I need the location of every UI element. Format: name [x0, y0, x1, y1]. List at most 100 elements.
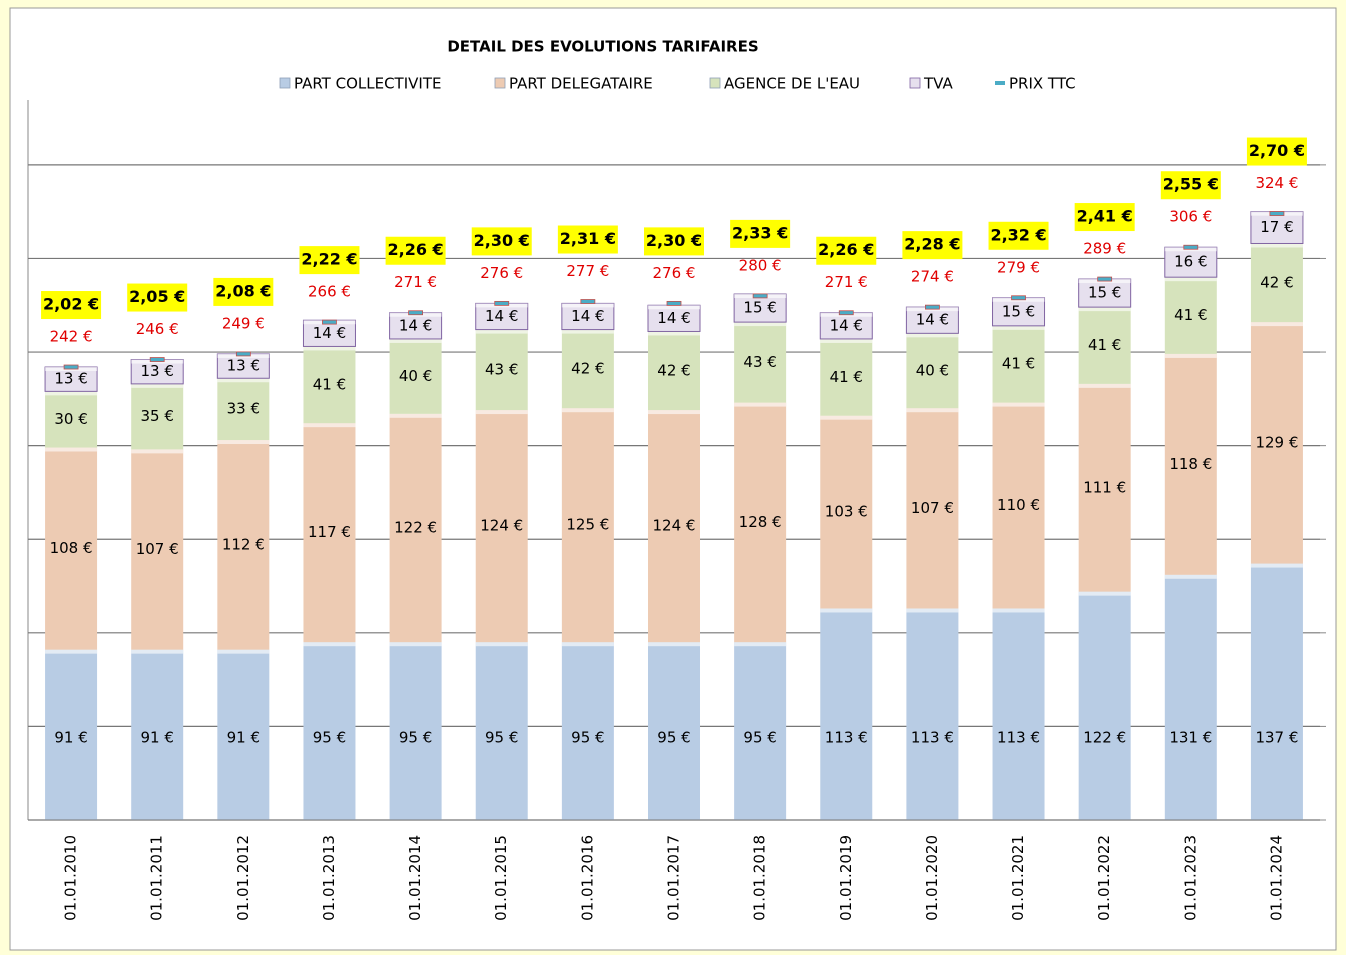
bar-segment [819, 312, 873, 340]
bar-segment [905, 306, 959, 334]
bar-highlight [1164, 353, 1217, 358]
bar-segment [561, 408, 614, 643]
price-label-bg [1160, 171, 1221, 200]
price-label: 2,30 € [474, 231, 530, 250]
price-label-bg [299, 246, 360, 275]
x-tick-label: 01.01.2016 [578, 835, 596, 921]
x-tick-label: 01.01.2021 [1009, 835, 1027, 921]
legend-swatch [909, 77, 921, 89]
bar-highlight [648, 410, 700, 415]
x-tick-label: 01.01.2012 [234, 835, 252, 921]
total-marker [322, 319, 337, 325]
bar-segment [217, 649, 270, 820]
legend-swatch [709, 77, 721, 89]
segment-label: 14 € [916, 311, 949, 329]
bar-segment [475, 329, 528, 411]
price-label-bg [988, 221, 1049, 250]
x-tick-label: 01.01.2011 [148, 835, 166, 921]
bar-highlight [906, 333, 959, 338]
price-label-bg [730, 219, 791, 248]
bar-highlight [303, 346, 356, 351]
segment-label: 30 € [54, 410, 87, 428]
segment-label: 91 € [140, 729, 173, 747]
bar-segment [561, 329, 614, 409]
bar-highlight [648, 331, 700, 336]
segment-label: 95 € [485, 729, 518, 747]
segment-label: 13 € [227, 357, 260, 375]
x-tick-label: 01.01.2013 [320, 835, 338, 921]
bar-highlight [45, 649, 98, 654]
bar-segment [1164, 574, 1217, 820]
bar-segment [561, 302, 615, 331]
price-label: 2,33 € [732, 223, 788, 242]
bar-segment [216, 353, 270, 379]
bar-segment [1078, 383, 1131, 592]
segment-label: 131 € [1169, 729, 1212, 747]
bar-segment [992, 325, 1045, 403]
bar-highlight [561, 303, 614, 308]
bar-highlight [475, 329, 528, 334]
price-label: 2,26 € [388, 240, 444, 259]
total-label: 266 € [308, 283, 351, 301]
total-marker [666, 300, 682, 306]
bar-highlight [1078, 383, 1131, 388]
bar-highlight [906, 408, 959, 413]
bar-highlight [561, 329, 614, 334]
segment-label: 103 € [825, 503, 868, 521]
segment-label: 35 € [140, 407, 173, 425]
bar-highlight [1164, 574, 1217, 579]
price-label-bg [644, 227, 704, 256]
price-label-bg [213, 277, 274, 306]
bar-segment [475, 410, 528, 643]
bar-segment [820, 415, 873, 609]
price-label-bg [1074, 203, 1135, 232]
bar-highlight [992, 402, 1045, 407]
bar-segment [389, 338, 442, 414]
price-label: 2,05 € [129, 287, 185, 306]
segment-label: 91 € [54, 729, 87, 747]
bar-highlight [131, 649, 184, 654]
price-label: 2,22 € [301, 250, 357, 269]
price-label: 2,02 € [43, 295, 99, 314]
bar-segment [992, 608, 1045, 820]
price-label-bg [41, 291, 102, 320]
x-tick-label: 01.01.2017 [665, 835, 683, 921]
segment-label: 40 € [399, 367, 432, 385]
total-label: 277 € [566, 262, 609, 280]
bar-highlight [217, 440, 270, 445]
total-marker [1011, 295, 1026, 301]
total-label: 289 € [1083, 240, 1126, 258]
bar-highlight [45, 391, 98, 396]
total-marker [1097, 276, 1113, 282]
segment-label: 42 € [1260, 273, 1293, 291]
bar-segment [475, 642, 528, 820]
bar-highlight [1250, 322, 1303, 327]
total-label: 242 € [50, 328, 93, 346]
bar-highlight [561, 408, 614, 413]
segment-label: 91 € [227, 729, 260, 747]
bar-highlight [389, 642, 442, 647]
bar-highlight [389, 338, 442, 343]
segment-label: 13 € [140, 362, 173, 380]
bar-segment [303, 423, 356, 643]
segment-label: 110 € [997, 496, 1040, 514]
bar-highlight [1250, 563, 1303, 568]
price-label: 2,32 € [990, 225, 1046, 244]
total-marker [408, 310, 424, 316]
bar-segment [647, 304, 701, 332]
total-label: 280 € [739, 256, 782, 274]
bar-segment [1250, 322, 1303, 564]
bar-segment [1250, 243, 1303, 323]
bar-highlight [131, 383, 184, 388]
bar-highlight [303, 423, 356, 428]
bar-segment [45, 391, 98, 448]
segment-label: 15 € [1002, 302, 1035, 320]
segment-label: 14 € [485, 307, 518, 325]
segment-label: 15 € [1088, 284, 1121, 302]
bar-highlight [1078, 591, 1131, 596]
segment-label: 95 € [399, 729, 432, 747]
total-marker [752, 293, 768, 299]
total-marker [1183, 244, 1199, 250]
segment-label: 41 € [830, 368, 863, 386]
bar-segment [906, 408, 959, 609]
